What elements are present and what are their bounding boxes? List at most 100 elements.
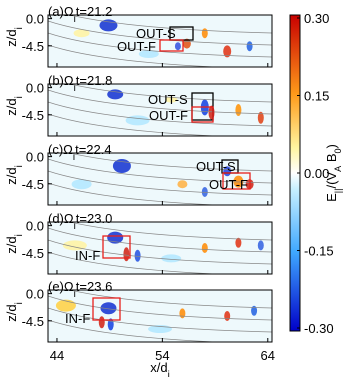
field-blob (223, 166, 232, 177)
annotation-label: IN-F (75, 248, 100, 263)
x-axis-label: x/di (150, 360, 170, 377)
field-blob (71, 179, 92, 190)
annotation-label: OUT-F (149, 108, 188, 123)
field-line (48, 113, 224, 136)
field-line (68, 222, 272, 241)
panel-label: (e)Ωit=23.6 (48, 279, 112, 300)
y-axis-label-part: i (14, 165, 25, 167)
annotation-label: OUT-S (136, 26, 176, 41)
field-line (48, 239, 272, 265)
field-line (48, 101, 272, 127)
field-blob (235, 237, 242, 248)
y-tick-label: 0.0 (26, 81, 44, 96)
colorbar-label-part: E (324, 193, 339, 202)
panel-frame (47, 14, 273, 68)
colorbar-label-part: A (333, 165, 343, 172)
panel-label-part: t=21.2 (76, 4, 113, 19)
x-tick-label: 44 (50, 348, 64, 363)
colorbar-label-part: /(V (324, 172, 339, 189)
panel-label-part: i (73, 152, 75, 163)
heatmap (48, 222, 272, 274)
field-line (48, 307, 272, 333)
field-blob (179, 308, 186, 319)
y-axis-label-part: z/d (4, 98, 19, 115)
field-blob (125, 115, 150, 126)
y-tick-label: -4.5 (22, 108, 44, 123)
colorbar-label-part: B (324, 154, 339, 166)
panel-label-part: i (74, 221, 76, 232)
panel-label-part: (c)Ω (48, 142, 73, 157)
field-line (48, 44, 224, 67)
field-line (68, 15, 272, 34)
y-axis-label-part: z/d (4, 167, 19, 184)
colorbar-tick-label: 0.30 (304, 11, 329, 26)
field-blob (98, 316, 105, 329)
y-axis-label-part: z/d (4, 236, 19, 253)
y-axis-label-part: z/d (4, 304, 19, 321)
y-axis-label-part: i (14, 96, 25, 98)
y-tick-label: 0.0 (26, 219, 44, 234)
field-blob (177, 180, 188, 189)
annotation-label: OUT-F (209, 177, 248, 192)
heatmap (48, 84, 272, 136)
heatmap (48, 15, 272, 67)
annotation-box (222, 172, 251, 190)
field-line (48, 251, 224, 274)
x-tick-label: 64 (261, 348, 275, 363)
panel-label-part: t=21.8 (76, 73, 113, 88)
y-tick-label: 0.0 (26, 287, 44, 302)
y-axis-label-part: z/d (4, 29, 19, 46)
annotation-box (92, 297, 121, 321)
annotation-label: OUT-S (196, 159, 236, 174)
y-axis-label: z/di (4, 302, 25, 322)
heatmap (48, 153, 272, 205)
panel-label-part: i (74, 14, 76, 25)
annotation-label: OUT-F (117, 39, 156, 54)
field-blob (161, 254, 182, 263)
y-tick-label: -4.5 (22, 314, 44, 329)
field-blob (251, 305, 258, 316)
field-line (48, 182, 224, 205)
field-blob (233, 175, 244, 188)
field-blob (235, 104, 242, 116)
panel-label-part: (a)Ω (48, 4, 74, 19)
y-axis-label-part: i (14, 27, 25, 29)
field-blob (107, 231, 124, 244)
field-line (68, 84, 272, 103)
panel-label-part: t=22.4 (75, 142, 112, 157)
x-axis-label-part: x/d (150, 360, 167, 375)
y-axis-label: z/di (4, 96, 25, 116)
colorbar-tick-label: -0.15 (304, 244, 334, 259)
panel-frame (47, 289, 273, 343)
x-axis-label-part: i (168, 370, 170, 377)
annotation-label: IN-F (65, 311, 90, 326)
field-line (48, 158, 272, 184)
colorbar-label-part: || (333, 189, 343, 194)
field-blob (55, 299, 76, 312)
field-blob (223, 45, 232, 58)
field-blob (123, 247, 130, 262)
field-blob (257, 111, 264, 124)
field-blob (107, 89, 124, 100)
y-axis-label: z/di (4, 234, 25, 254)
panel-label-part: t=23.0 (76, 211, 113, 226)
field-blob (174, 42, 181, 51)
field-blob (100, 302, 117, 315)
x-tick-label: 54 (155, 348, 169, 363)
y-axis-label-part: i (14, 234, 25, 236)
y-tick-label: 0.0 (26, 12, 44, 27)
field-blob (224, 311, 231, 321)
panel-frame (47, 83, 273, 137)
field-line (48, 227, 272, 253)
y-tick-label: 0.0 (26, 150, 44, 165)
field-line (68, 153, 272, 172)
field-blob (134, 249, 141, 262)
colorbar-label-part: 0 (333, 148, 343, 153)
field-line (48, 319, 224, 342)
field-blob (165, 96, 178, 103)
y-tick-label: -4.5 (22, 177, 44, 192)
field-line (68, 290, 272, 309)
panel-label: (d)Ωit=23.0 (48, 211, 112, 232)
field-blob (246, 41, 253, 52)
